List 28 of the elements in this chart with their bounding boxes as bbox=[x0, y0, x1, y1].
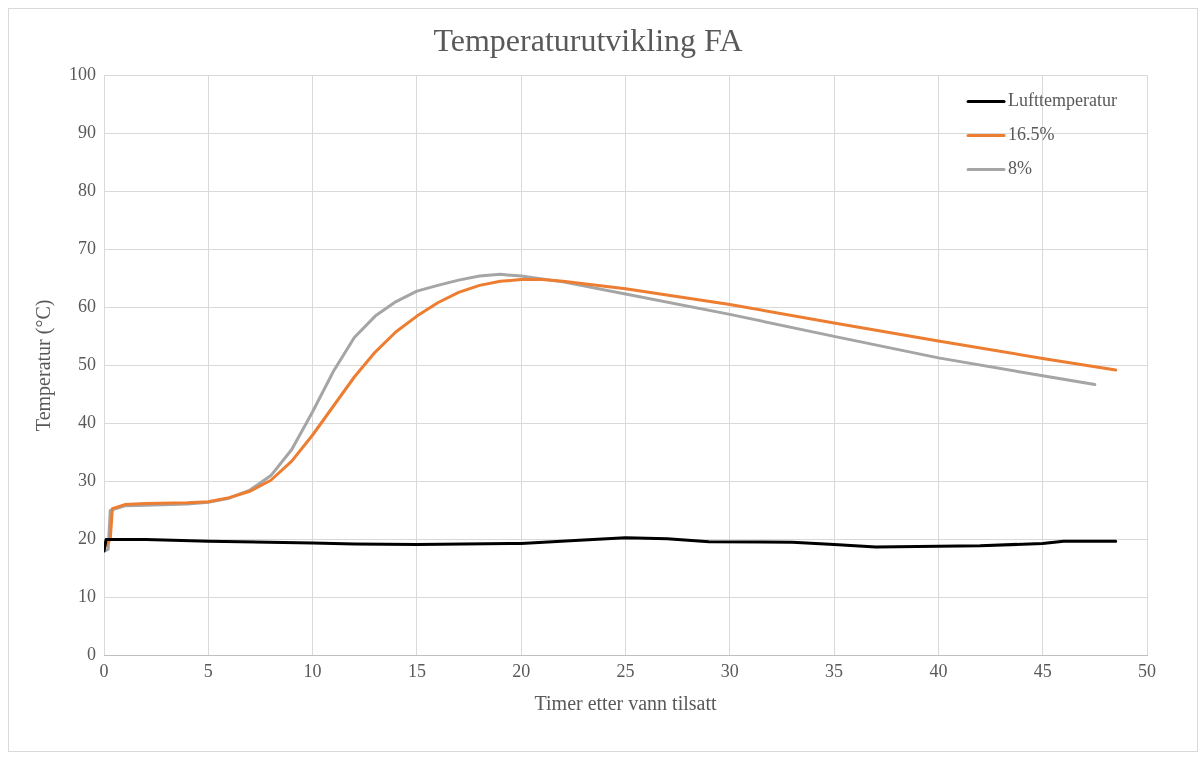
x-tick-label: 15 bbox=[407, 660, 426, 681]
y-tick-label: 40 bbox=[78, 412, 96, 433]
legend-label: 8% bbox=[1008, 158, 1033, 179]
legend-label: 16.5% bbox=[1008, 124, 1055, 145]
x-tick-label: 0 bbox=[99, 660, 109, 681]
chart-title: Temperaturutvikling FA bbox=[433, 21, 743, 58]
y-tick-label: 10 bbox=[78, 586, 96, 607]
x-tick-label: 20 bbox=[512, 660, 531, 681]
legend-label: Lufttemperatur bbox=[1008, 90, 1118, 111]
x-tick-label: 30 bbox=[720, 660, 739, 681]
x-tick-label: 35 bbox=[825, 660, 844, 681]
x-tick-label: 50 bbox=[1138, 660, 1156, 681]
y-tick-label: 60 bbox=[78, 296, 96, 317]
x-axis-title: Timer etter vann tilsatt bbox=[534, 692, 717, 715]
y-tick-label: 80 bbox=[78, 180, 96, 201]
y-axis-title: Temperatur (°C) bbox=[32, 299, 56, 432]
y-tick-label: 30 bbox=[78, 470, 96, 491]
x-tick-label: 5 bbox=[203, 660, 213, 681]
y-tick-label: 50 bbox=[78, 354, 96, 375]
y-tick-label: 90 bbox=[78, 122, 96, 143]
x-tick-label: 40 bbox=[929, 660, 948, 681]
y-tick-label: 20 bbox=[78, 528, 96, 549]
y-tick-label: 0 bbox=[87, 644, 96, 665]
x-tick-label: 45 bbox=[1033, 660, 1052, 681]
x-tick-label: 25 bbox=[616, 660, 635, 681]
y-tick-label: 70 bbox=[78, 238, 96, 259]
y-tick-label: 100 bbox=[69, 64, 96, 85]
x-tick-label: 10 bbox=[303, 660, 322, 681]
